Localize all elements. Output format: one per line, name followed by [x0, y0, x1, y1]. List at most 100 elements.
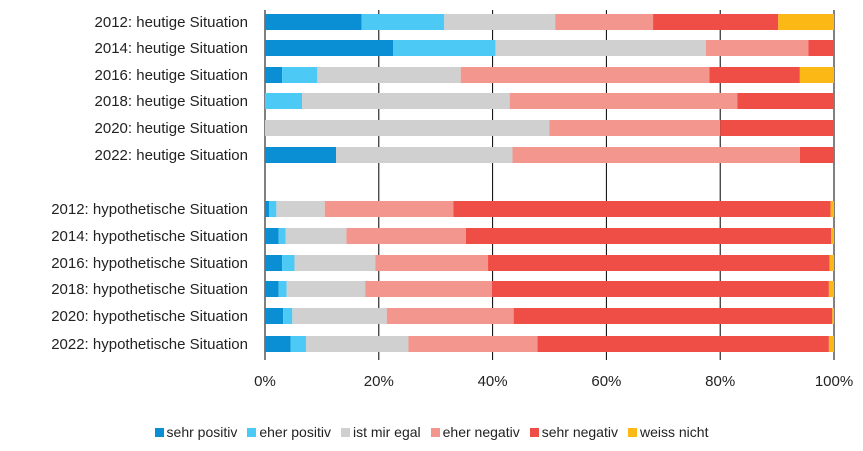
bar-segment — [799, 67, 834, 83]
bar-segment — [265, 147, 337, 163]
bar-segment — [737, 93, 834, 109]
bar-segment — [265, 40, 394, 56]
legend-label: sehr positiv — [166, 424, 238, 440]
bar-segment — [265, 120, 550, 136]
bar-segment — [537, 336, 829, 352]
bar-segment — [317, 67, 461, 83]
x-tick-label: 40% — [478, 373, 508, 390]
legend-swatch — [430, 428, 440, 437]
legend-label: ist mir egal — [352, 424, 421, 440]
bar-segment — [393, 40, 496, 56]
bar-segment — [324, 201, 454, 217]
legend-label: eher negativ — [442, 424, 520, 440]
bar-segment — [294, 255, 376, 271]
legend-swatch — [154, 428, 164, 437]
bar-segment — [268, 201, 277, 217]
category-label: 2022: heutige Situation — [95, 147, 248, 164]
category-label: 2012: heutige Situation — [95, 14, 248, 31]
bar-segment — [549, 120, 721, 136]
bar-segment — [555, 14, 654, 30]
category-label: 2020: heutige Situation — [95, 120, 248, 137]
legend-swatch — [247, 428, 257, 437]
bar-segment — [265, 281, 279, 297]
category-label: 2016: heutige Situation — [95, 67, 248, 84]
bar-segment — [301, 93, 510, 109]
category-label: 2018: heutige Situation — [95, 93, 248, 110]
bar-segment — [444, 14, 556, 30]
legend-item: sehr negativ — [529, 424, 618, 440]
bar-segment — [282, 255, 295, 271]
bar-segment — [492, 281, 829, 297]
bars — [265, 14, 834, 352]
bar-segment — [265, 228, 279, 244]
bar-segment — [346, 228, 466, 244]
bar-segment — [408, 336, 538, 352]
bar-segment — [495, 40, 706, 56]
category-label: 2014: hypothetische Situation — [51, 228, 248, 245]
bar-segment — [513, 308, 833, 324]
legend-label: weiss nicht — [639, 424, 709, 440]
bar-segment — [361, 14, 445, 30]
bar-segment — [286, 281, 366, 297]
legend-label: sehr negativ — [541, 424, 618, 440]
category-labels: 2012: heutige Situation 2014: heutige Sit… — [51, 14, 248, 353]
bar-segment — [830, 201, 834, 217]
bar-segment — [705, 40, 809, 56]
bar-segment — [460, 67, 710, 83]
bar-segment — [265, 255, 283, 271]
bar-segment — [828, 281, 834, 297]
bar-segment — [512, 147, 800, 163]
category-label: 2020: hypothetische Situation — [51, 308, 248, 325]
x-tick-label: 60% — [591, 373, 621, 390]
bar-segment — [709, 67, 800, 83]
legend-item: weiss nicht — [627, 424, 709, 440]
category-label: 2012: hypothetische Situation — [51, 201, 248, 218]
x-tick-label: 100% — [815, 373, 853, 390]
legend-swatch — [529, 428, 539, 437]
legend-label: eher positiv — [259, 424, 331, 440]
bar-segment — [720, 120, 834, 136]
bar-segment — [832, 308, 834, 324]
bar-segment — [828, 336, 834, 352]
legend-swatch — [340, 428, 350, 437]
x-tick-labels: 0% 20% 40% 60% 80% 100% — [254, 373, 853, 390]
bar-segment — [808, 40, 834, 56]
bar-segment — [829, 255, 834, 271]
bar-segment — [831, 228, 834, 244]
bar-segment — [305, 336, 409, 352]
bar-segment — [282, 67, 318, 83]
bar-segment — [283, 308, 293, 324]
category-label: 2014: heutige Situation — [95, 40, 248, 57]
category-label: 2018: hypothetische Situation — [51, 281, 248, 298]
bar-segment — [386, 308, 514, 324]
bar-segment — [265, 201, 269, 217]
x-tick-label: 80% — [705, 373, 735, 390]
x-tick-label: 0% — [254, 373, 276, 390]
bar-segment — [265, 336, 291, 352]
bar-segment — [278, 228, 286, 244]
bar-segment — [265, 93, 302, 109]
bar-segment — [265, 67, 283, 83]
bar-segment — [653, 14, 779, 30]
x-tick-label: 20% — [364, 373, 394, 390]
bar-segment — [453, 201, 831, 217]
category-label: 2016: hypothetische Situation — [51, 255, 248, 272]
legend: sehr positiv eher positiv ist mir egal eher… — [0, 424, 863, 440]
bar-segment — [336, 147, 513, 163]
bar-segment — [778, 14, 834, 30]
bar-segment — [292, 308, 387, 324]
bar-segment — [265, 14, 362, 30]
gridlines — [264, 10, 835, 360]
bar-segment — [278, 281, 287, 297]
bar-segment — [290, 336, 306, 352]
legend-item: eher positiv — [247, 424, 331, 440]
legend-item: eher negativ — [430, 424, 520, 440]
bar-segment — [276, 201, 325, 217]
bar-segment — [465, 228, 832, 244]
category-label: 2022: hypothetische Situation — [51, 336, 248, 353]
bar-segment — [509, 93, 738, 109]
bar-segment — [365, 281, 493, 297]
bar-segment — [265, 308, 284, 324]
legend-item: sehr positiv — [154, 424, 238, 440]
